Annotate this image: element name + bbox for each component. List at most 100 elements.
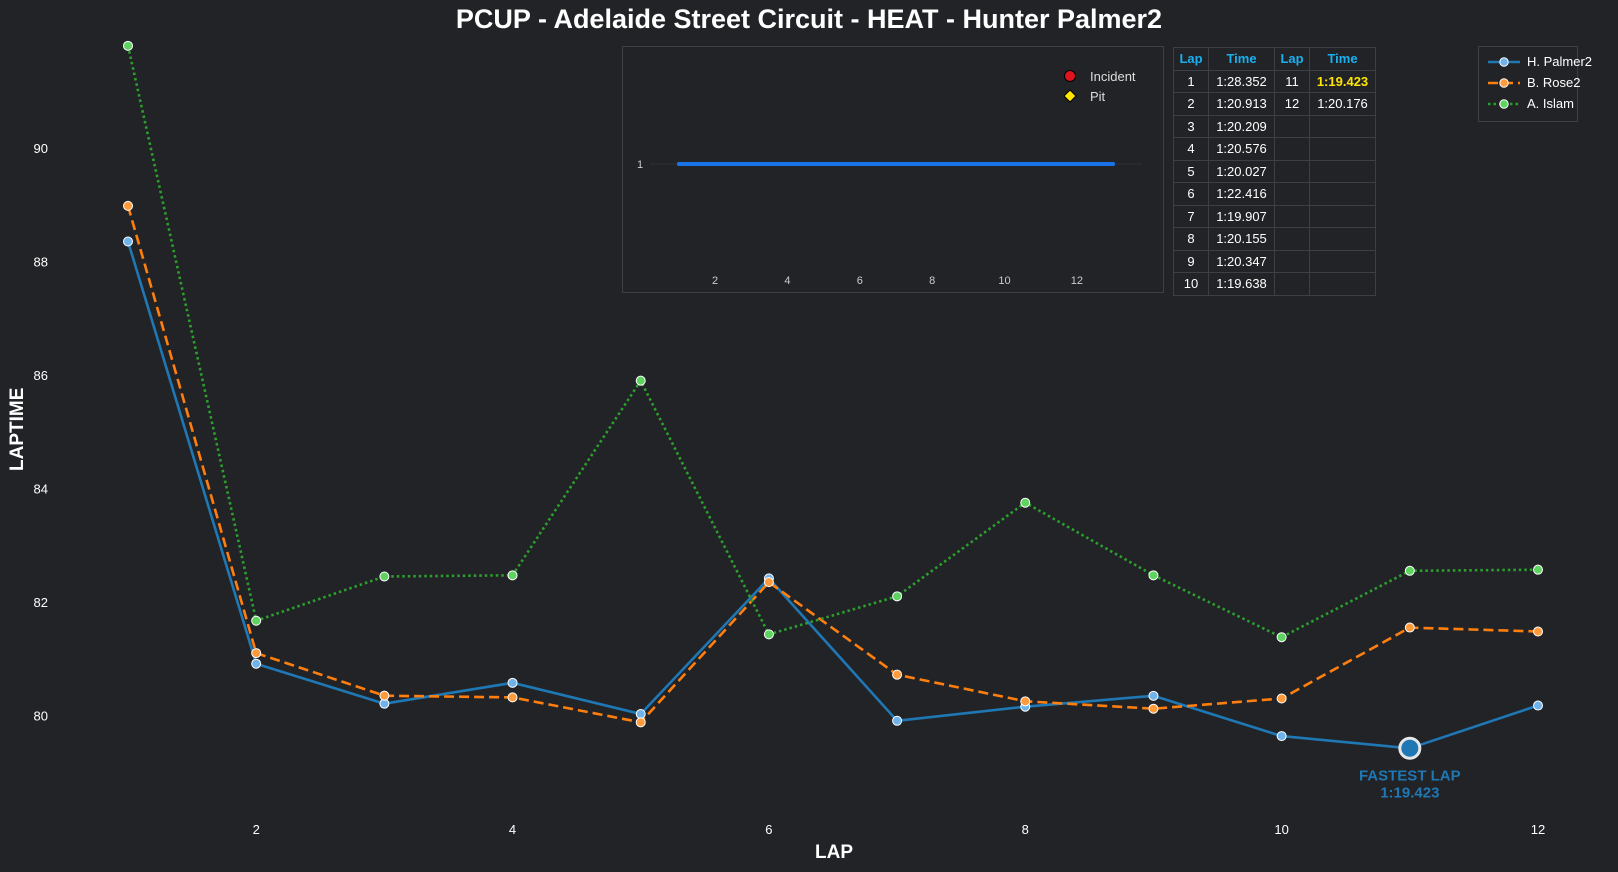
- table-row: 7 1:19.907: [1173, 204, 1376, 228]
- table-cell: 1:20.027: [1208, 159, 1275, 183]
- y-tick-label: 86: [34, 368, 48, 383]
- y-tick-label: 80: [34, 709, 48, 724]
- data-point: [763, 629, 774, 640]
- table-header-cell: Lap: [1173, 47, 1209, 71]
- inset-x-tick: 6: [857, 275, 863, 287]
- table-header-cell: Lap: [1274, 47, 1310, 71]
- table-cell: 1:28.352: [1208, 69, 1275, 93]
- table-cell: 6: [1173, 182, 1209, 206]
- data-point: [379, 571, 390, 582]
- y-tick-label: 82: [34, 595, 48, 610]
- data-point: [1404, 565, 1415, 576]
- data-point: [1020, 497, 1031, 508]
- data-point: [123, 40, 133, 51]
- fastest-lap-label: FASTEST LAP: [1359, 767, 1461, 784]
- data-point: [892, 669, 903, 680]
- table-cell: 1:22.416: [1208, 182, 1275, 206]
- data-point: [123, 236, 133, 247]
- table-cell: 12: [1274, 92, 1310, 116]
- table-header-cell: Time: [1309, 47, 1376, 71]
- data-point: [123, 200, 133, 211]
- legend-label: B. Rose2: [1527, 75, 1581, 90]
- table-cell: 8: [1173, 227, 1209, 251]
- data-point: [1276, 693, 1287, 704]
- table-cell: [1309, 114, 1376, 138]
- data-point: [379, 690, 390, 701]
- table-cell: 9: [1173, 249, 1209, 273]
- fastest-lap-marker: [1398, 736, 1422, 760]
- data-point: [1276, 731, 1287, 742]
- table-cell: 4: [1173, 137, 1209, 161]
- x-axis-label: LAP: [815, 842, 853, 863]
- table-cell: [1274, 272, 1310, 296]
- table-cell: [1274, 249, 1310, 273]
- data-point: [635, 708, 646, 719]
- y-tick-label: 90: [34, 141, 48, 156]
- y-tick-label: 84: [34, 482, 48, 497]
- legend-swatch-icon: [1488, 78, 1520, 88]
- data-point: [251, 658, 262, 669]
- legend-swatch-icon: [1488, 99, 1520, 109]
- table-cell: [1274, 114, 1310, 138]
- table-row: 10 1:19.638: [1173, 272, 1376, 296]
- data-point: [1533, 564, 1543, 575]
- series-line-2: [126, 45, 1539, 639]
- data-point: [1148, 690, 1159, 701]
- data-point: [892, 715, 903, 726]
- table-cell: [1309, 272, 1376, 296]
- incident-marker-icon: [1064, 70, 1076, 82]
- table-cell: 7: [1173, 204, 1209, 228]
- table-row: 3 1:20.209: [1173, 114, 1376, 138]
- inset-legend-label: Pit: [1090, 89, 1106, 104]
- legend-entry: B. Rose2: [1479, 73, 1581, 93]
- pit-marker-icon: [1063, 89, 1077, 103]
- table-cell: 10: [1173, 272, 1209, 296]
- table-row: 8 1:20.155: [1173, 227, 1376, 251]
- data-point: [251, 615, 262, 626]
- table-cell: [1309, 227, 1376, 251]
- x-tick-label: 4: [509, 822, 516, 837]
- table-row: 4 1:20.576: [1173, 137, 1376, 161]
- table-cell: 1:19.907: [1208, 204, 1275, 228]
- data-point: [892, 591, 903, 602]
- series-markers: [123, 40, 1543, 754]
- legend-entry: H. Palmer2: [1479, 52, 1592, 72]
- y-tick-label: 88: [34, 254, 48, 269]
- table-cell: [1309, 204, 1376, 228]
- legend-swatch-icon: [1488, 57, 1520, 67]
- inset-x-tick: 10: [998, 275, 1010, 287]
- data-point: [635, 375, 646, 386]
- inset-y-tick: 1: [637, 159, 643, 171]
- table-cell: 1: [1173, 69, 1209, 93]
- table-cell: [1274, 227, 1310, 251]
- table-row: 9 1:20.347: [1173, 249, 1376, 273]
- table-row: 6 1:22.416: [1173, 182, 1376, 206]
- position-inset-chart: 2 4 6 8 10 12 1 Incident Pit: [622, 46, 1164, 293]
- data-point: [635, 717, 646, 728]
- inset-x-tick: 4: [784, 275, 790, 287]
- table-cell: 1:20.913: [1208, 92, 1275, 116]
- legend-label: A. Islam: [1527, 96, 1574, 111]
- chart-title: PCUP - Adelaide Street Circuit - HEAT - …: [455, 4, 1163, 34]
- series-line-1: [126, 205, 1539, 724]
- inset-legend-label: Incident: [1090, 69, 1136, 84]
- x-tick-label: 12: [1531, 822, 1545, 837]
- data-point: [1533, 626, 1543, 637]
- series-line-0: [126, 241, 1539, 750]
- lap-times-table: Lap Time Lap Time 1 1:28.352 11 1:19.423 2 1:20.…: [1173, 47, 1376, 296]
- table-row: 2 1:20.913 12 1:20.176: [1173, 92, 1376, 116]
- table-cell: 1:20.176: [1309, 92, 1376, 116]
- table-cell: 2: [1173, 92, 1209, 116]
- table-cell: 1:20.209: [1208, 114, 1275, 138]
- y-axis-label: LAPTIME: [7, 387, 28, 471]
- table-cell: [1309, 159, 1376, 183]
- x-tick-label: 10: [1274, 822, 1288, 837]
- data-point: [1148, 703, 1159, 714]
- series-lines: [126, 45, 1539, 750]
- table-cell: 1:20.155: [1208, 227, 1275, 251]
- table-cell: 1:20.576: [1208, 137, 1275, 161]
